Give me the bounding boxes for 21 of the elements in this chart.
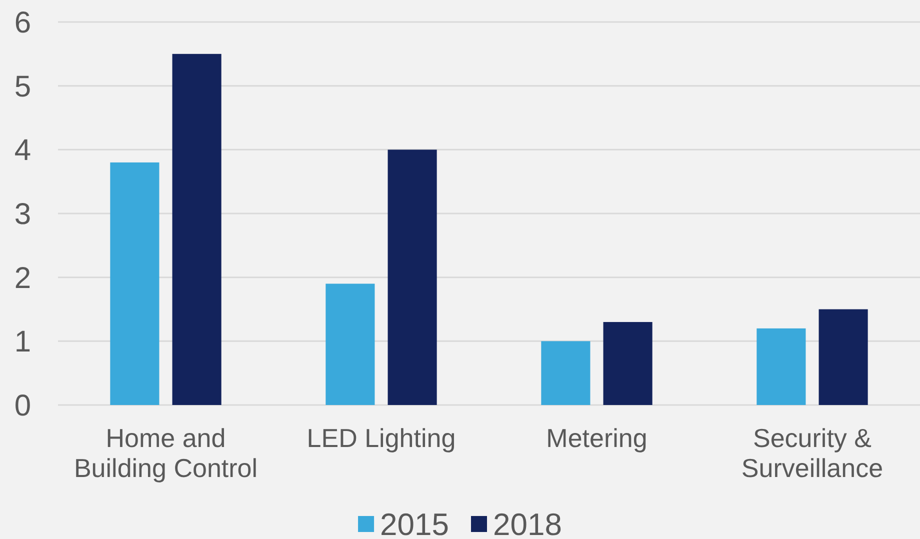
x-tick-label: LED Lighting <box>306 423 456 453</box>
x-tick-label: Metering <box>546 423 648 453</box>
bar <box>818 309 868 405</box>
bar <box>541 341 590 405</box>
y-tick-label: 1 <box>14 326 31 359</box>
y-tick-label: 5 <box>14 70 31 104</box>
legend-label: 2015 <box>380 507 449 539</box>
x-tick-label: Security & Surveillance <box>741 423 884 483</box>
y-tick-label: 2 <box>14 262 31 295</box>
y-tick-label: 0 <box>14 390 31 422</box>
y-tick-label: 4 <box>14 134 31 168</box>
x-tick-label: Home and Building Control <box>74 423 258 483</box>
bar <box>326 284 375 405</box>
y-tick-label: 6 <box>14 6 31 40</box>
y-tick-label: 3 <box>14 198 31 231</box>
bar <box>388 150 437 405</box>
bar <box>603 322 652 405</box>
legend-label: 2018 <box>493 507 562 539</box>
bar <box>172 54 222 405</box>
bar <box>110 162 160 405</box>
bar <box>756 328 806 405</box>
